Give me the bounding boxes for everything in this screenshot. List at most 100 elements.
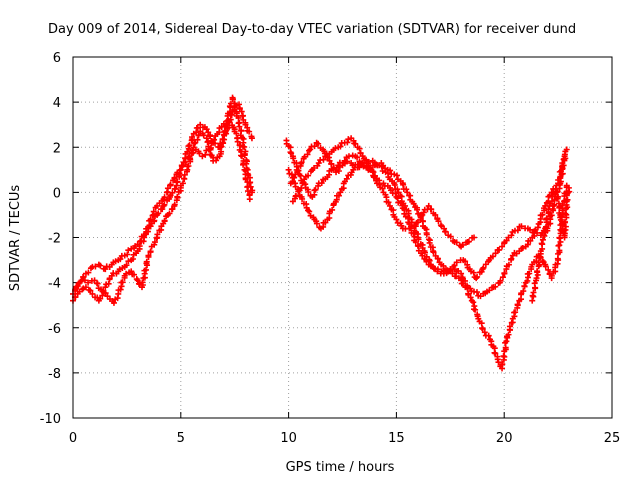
data-point-trace (155, 210, 162, 217)
data-point-trace (472, 306, 479, 313)
data-point-trace (563, 211, 570, 218)
data-point-trace (289, 178, 296, 185)
data-point-trace (356, 145, 363, 152)
data-point-trace (241, 152, 248, 159)
data-point-trace (169, 189, 176, 196)
data-point-trace (312, 186, 319, 193)
data-point-trace (497, 277, 504, 284)
data-point-trace (306, 208, 313, 215)
data-point-trace (426, 239, 433, 246)
data-point (425, 202, 432, 209)
data-point (337, 189, 344, 196)
data-point-trace (520, 288, 527, 295)
data-point-trace (142, 266, 149, 273)
data-point (134, 277, 141, 284)
data-point-trace (194, 136, 201, 143)
data-point-trace (292, 192, 299, 199)
data-point-trace (499, 361, 506, 368)
data-point-trace (562, 218, 569, 225)
data-point-trace (485, 332, 492, 339)
data-point-trace (87, 287, 94, 294)
data-point-trace (344, 139, 351, 146)
data-point-trace (435, 218, 442, 225)
data-point (110, 299, 117, 306)
data-point-trace (204, 139, 211, 146)
data-point-trace (542, 263, 549, 270)
data-point-trace (514, 301, 521, 308)
data-point-trace (543, 215, 550, 222)
data-point-trace (311, 165, 318, 172)
data-point-trace (187, 155, 194, 162)
data-point-trace (512, 309, 519, 316)
data-point-trace (234, 138, 241, 145)
data-point-trace (179, 180, 186, 187)
data-point (85, 279, 92, 286)
data-point-trace (419, 245, 426, 252)
data-point-trace (557, 216, 564, 223)
data-point-trace (196, 150, 203, 157)
data-point-trace (320, 156, 327, 163)
data-point-trace (462, 277, 469, 284)
data-point (404, 189, 411, 196)
data-point-trace (470, 299, 477, 306)
data-point-trace (238, 108, 245, 115)
data-point (395, 189, 402, 196)
data-point-trace (161, 201, 168, 208)
chart-title: Day 009 of 2014, Sidereal Day-to-day VTE… (48, 22, 576, 37)
data-point-trace (123, 262, 130, 269)
data-point-trace (97, 295, 104, 302)
y-axis-label: SDTVAR / TECUs (8, 185, 23, 292)
y-tick-label: -6 (48, 322, 61, 337)
data-point-trace (337, 143, 344, 150)
data-point-trace (174, 178, 181, 185)
x-tick-label: 15 (388, 431, 405, 446)
data-point-trace (545, 206, 552, 213)
data-point-trace (219, 136, 226, 143)
data-point-trace (189, 134, 196, 141)
data-point-trace (211, 136, 218, 143)
data-point (248, 135, 255, 142)
data-point-trace (441, 225, 448, 232)
data-point (499, 243, 506, 250)
data-point-trace (218, 143, 225, 150)
data-point-trace (185, 143, 192, 150)
data-point-trace (508, 255, 515, 262)
data-point-trace (235, 120, 242, 127)
data-point-trace (556, 234, 563, 241)
data-point (412, 239, 419, 246)
data-point-trace (453, 239, 460, 246)
data-point-trace (492, 283, 499, 290)
data-point-trace (534, 268, 541, 275)
data-point-trace (514, 227, 521, 234)
data-point-trace (117, 286, 124, 293)
data-point-trace (298, 185, 305, 192)
data-point-trace (543, 223, 550, 230)
data-point (285, 166, 292, 173)
data-point (98, 286, 105, 293)
data-point (481, 329, 488, 336)
data-point (246, 196, 253, 203)
data-point-trace (556, 168, 563, 175)
data-point-trace (186, 142, 193, 149)
data-point-trace (240, 161, 247, 168)
data-point-trace (185, 162, 192, 169)
data-point (179, 162, 186, 169)
data-point (419, 252, 426, 259)
x-tick-label: 5 (177, 431, 185, 446)
data-point-trace (161, 194, 168, 201)
data-point-trace (169, 205, 176, 212)
x-axis-label: GPS time / hours (286, 460, 395, 475)
data-point-trace (505, 261, 512, 268)
data-point-trace (74, 283, 81, 290)
data-point-trace (80, 273, 87, 280)
data-point-trace (166, 210, 173, 217)
data-point (203, 126, 210, 133)
data-point-trace (545, 266, 552, 273)
series-arc-7 (289, 135, 570, 300)
data-point-trace (495, 359, 502, 366)
data-point-trace (539, 258, 546, 265)
data-point-trace (489, 253, 496, 260)
tick-labels: 0 5 10 15 20 25 -10 -8 -6 -4 -2 0 2 4 6 (40, 51, 621, 446)
data-point-trace (172, 185, 179, 192)
